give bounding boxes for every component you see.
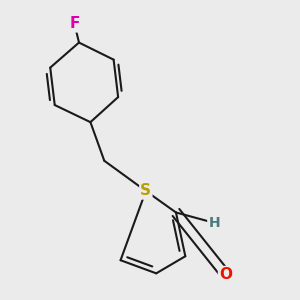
Text: F: F	[69, 16, 80, 32]
Text: O: O	[219, 267, 232, 282]
Text: H: H	[208, 216, 220, 230]
Text: S: S	[140, 184, 151, 199]
